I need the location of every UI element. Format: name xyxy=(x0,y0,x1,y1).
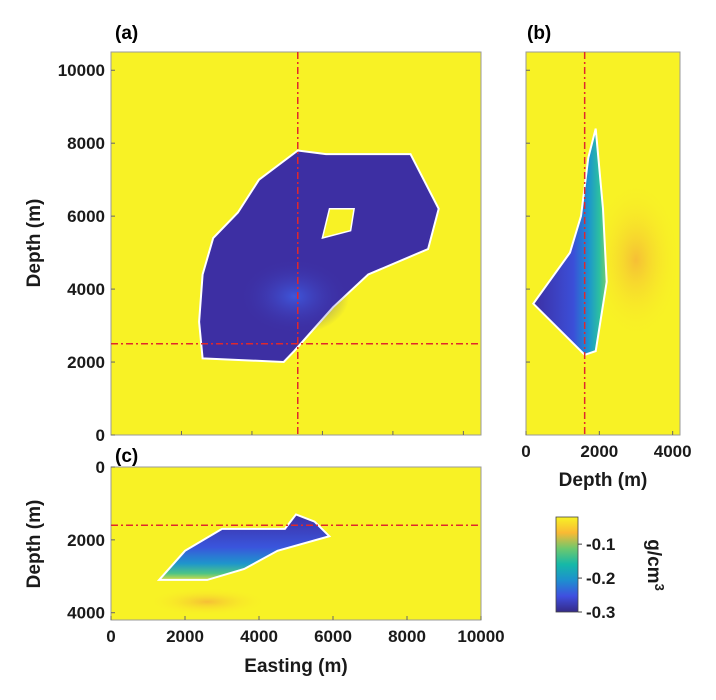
panel-c-xtick-label: 4000 xyxy=(240,627,278,646)
panel-c-xtick-label: 0 xyxy=(106,627,115,646)
panel-a: 0 2000 4000 6000 8000 10000 (a) Depth (m) xyxy=(24,23,482,445)
panel-a-ytick-label: 2000 xyxy=(67,353,105,372)
panel-b-xtick-label: 4000 xyxy=(654,442,692,461)
panel-b-xlabel: Depth (m) xyxy=(559,470,648,491)
panel-b: 0 2000 4000 (b) Depth (m) xyxy=(521,23,691,491)
panel-c-label: (c) xyxy=(115,446,138,467)
panel-b-xtick-label: 0 xyxy=(521,442,530,461)
panel-b-label: (b) xyxy=(527,23,551,44)
panel-c-ytick-label: 4000 xyxy=(67,604,105,623)
panel-a-ytick-label: 10000 xyxy=(58,61,105,80)
colorbar-label: g/cm3 xyxy=(643,539,667,591)
panel-c-anomaly-body xyxy=(156,513,332,581)
panel-c-halo xyxy=(147,587,268,616)
colorbar: -0.1 -0.2 -0.3 g/cm3 xyxy=(555,516,667,622)
panel-a-ytick-label: 4000 xyxy=(67,280,105,299)
colorbar-tick-label: -0.1 xyxy=(586,535,615,554)
panel-c-ytick-label: 0 xyxy=(96,458,105,477)
colorbar-tick-label: -0.2 xyxy=(586,569,615,588)
panel-a-ytick-label: 0 xyxy=(96,426,105,445)
colorbar-gradient xyxy=(555,516,579,613)
panel-a-ylabel: Depth (m) xyxy=(24,199,45,288)
panel-a-ytick-label: 6000 xyxy=(67,207,105,226)
panel-a-inclusion xyxy=(321,208,355,240)
panel-c-ylabel: Depth (m) xyxy=(24,500,45,589)
panel-a-anomaly-gradient xyxy=(239,258,350,335)
panel-a-label: (a) xyxy=(115,23,138,44)
panel-c-xtick-label: 10000 xyxy=(457,627,504,646)
panel-b-anomaly-body xyxy=(531,128,608,356)
colorbar-tick-label: -0.3 xyxy=(586,603,615,622)
panel-b-halo xyxy=(591,179,681,340)
panel-a-ytick-label: 8000 xyxy=(67,134,105,153)
panel-c-xlabel: Easting (m) xyxy=(244,656,347,677)
panel-c-ytick-label: 2000 xyxy=(67,531,105,550)
panel-c-xtick-label: 2000 xyxy=(166,627,204,646)
panel-c-xtick-label: 8000 xyxy=(388,627,426,646)
panel-b-xtick-label: 2000 xyxy=(580,442,618,461)
panel-c-xtick-label: 6000 xyxy=(314,627,352,646)
